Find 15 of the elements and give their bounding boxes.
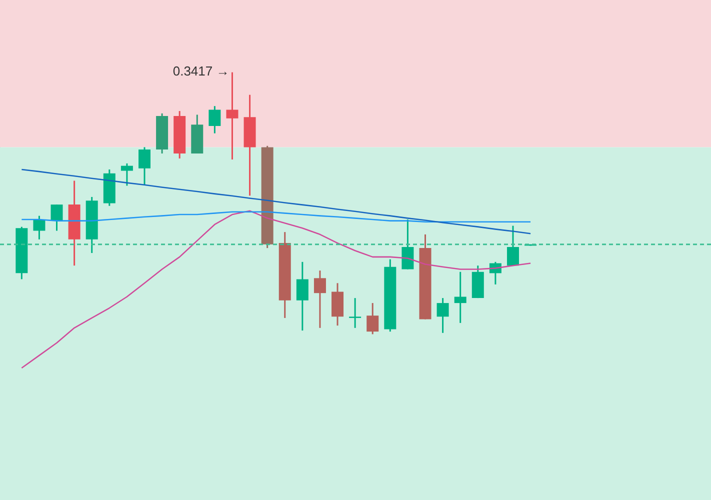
candlestick (50, 204, 63, 232)
annotation: 0.3417 → (172, 63, 230, 78)
candlestick (296, 261, 308, 332)
candlestick (366, 302, 379, 335)
candlestick (120, 162, 133, 186)
candlestick (454, 271, 466, 324)
candlestick (138, 146, 150, 186)
candlestick (226, 72, 238, 160)
candlestick (208, 105, 221, 134)
candlestick (349, 297, 362, 329)
candlestick (33, 215, 46, 240)
candlestick (506, 225, 519, 266)
candlestick (436, 297, 449, 334)
candlestick (314, 270, 326, 329)
candlestick (402, 218, 414, 270)
